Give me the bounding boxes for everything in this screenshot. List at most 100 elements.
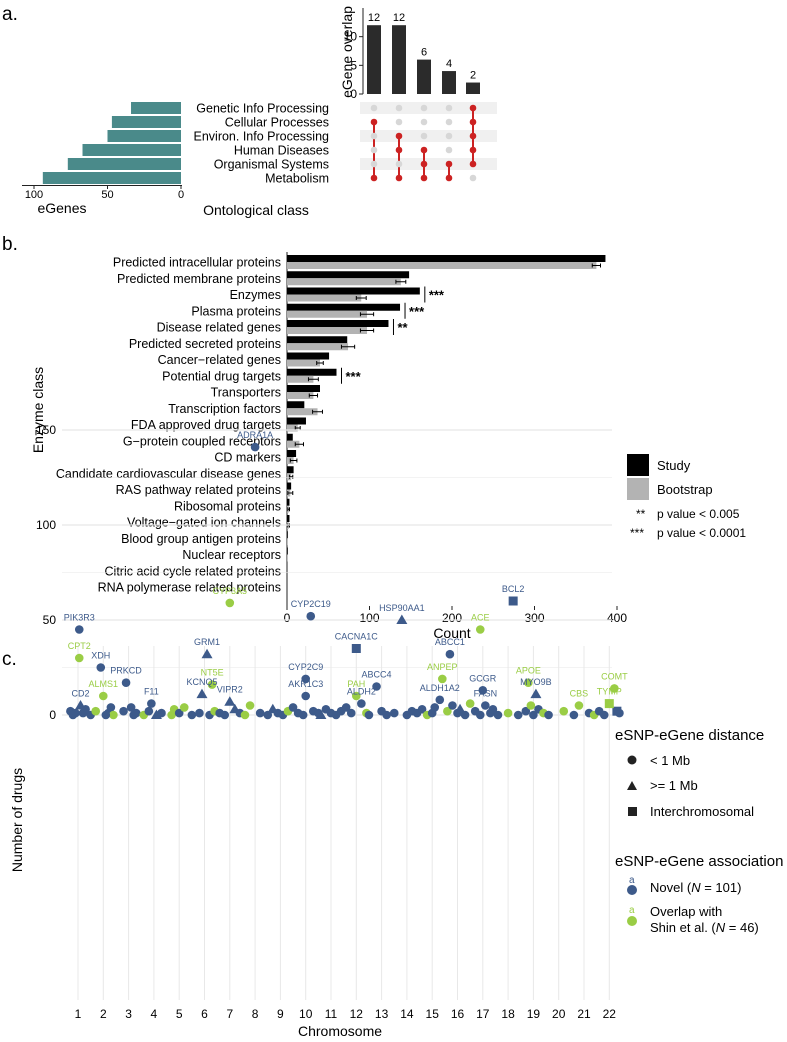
gene-label: CD2 — [72, 689, 90, 699]
legend-overlap-line2: Shin et al. (N = 46) — [650, 920, 759, 935]
bootstrap-bar — [287, 310, 368, 318]
scatter-point — [157, 708, 166, 718]
matrix-dot-active — [420, 146, 428, 154]
matrix-dot-active — [469, 160, 477, 168]
legend-distance-title: eSNP-eGene distance — [615, 727, 764, 744]
legend-overlap-line1: Overlap with — [650, 904, 722, 919]
legend-overlap-n: N — [716, 920, 726, 935]
scatter-point — [465, 699, 475, 708]
gene-label: APOE — [516, 666, 541, 676]
legend-sig2-symbol: ** — [636, 507, 646, 521]
upset-bar-label: 2 — [470, 70, 476, 82]
set-size-x-tick-label: 100 — [25, 189, 43, 201]
y-tick-label: 50 — [43, 613, 57, 627]
enzyme-class-label: G−protein coupled receptors — [123, 434, 281, 448]
matrix-dot-inactive — [395, 160, 403, 168]
bootstrap-bar — [287, 554, 288, 562]
study-bar — [287, 450, 297, 457]
count-x-axis-label: Count — [433, 625, 470, 641]
matrix-dot-active — [445, 160, 453, 168]
scatter-point — [106, 703, 116, 712]
x-tick-label: 8 — [252, 1007, 259, 1021]
labeled-scatter-point — [357, 699, 366, 708]
matrix-dot-inactive — [420, 118, 428, 126]
gene-label: MYO9B — [520, 677, 552, 687]
bootstrap-bar — [287, 424, 298, 432]
study-bar — [287, 433, 293, 441]
labeled-scatter-point — [574, 701, 584, 710]
matrix-dot-inactive — [395, 104, 403, 112]
matrix-dot-inactive — [395, 118, 403, 126]
gene-label: PAH — [347, 679, 365, 689]
enzyme-x-tick-label: 400 — [607, 611, 627, 625]
legend-triangle-shape — [627, 781, 637, 790]
scatter-point — [529, 710, 538, 720]
significance-marker: *** — [346, 369, 362, 384]
set-size-x-axis-label: eGenes — [37, 200, 86, 216]
labeled-scatter-point — [99, 691, 108, 701]
ontology-class-label: Cellular Processes — [225, 116, 329, 130]
labeled-scatter-point — [207, 680, 217, 689]
x-tick-label: 4 — [151, 1007, 158, 1021]
study-bar — [287, 466, 294, 474]
scatter-point — [612, 706, 622, 716]
bootstrap-bar — [287, 359, 320, 367]
enzyme-x-tick-label: 300 — [524, 611, 544, 625]
scatter-point — [493, 710, 503, 720]
matrix-dot-active — [395, 174, 403, 182]
bootstrap-bar — [287, 440, 300, 448]
matrix-dot-active — [395, 132, 403, 140]
gene-label: ABCC1 — [435, 637, 465, 647]
scatter-point — [559, 706, 569, 716]
set-size-bar-chart: eGenes Ontological class 100 50 0 — [22, 102, 309, 218]
upset-bar — [367, 25, 381, 95]
upset-bar-chart: eGene overlap 0 5 10 12 12 6 4 2 — [339, 6, 480, 101]
gene-label: ALDH2 — [347, 687, 376, 697]
labeled-scatter-point — [196, 688, 208, 699]
labeled-scatter-point — [224, 696, 236, 706]
scatter-point — [382, 710, 391, 720]
gene-label: PIK3R3 — [64, 613, 95, 623]
x-tick-label: 17 — [476, 1007, 490, 1021]
significance-marker: ** — [397, 320, 408, 335]
x-tick-label: 15 — [426, 1007, 440, 1021]
scatter-point — [475, 710, 485, 720]
enzyme-class-label: Disease related genes — [157, 321, 281, 335]
set-size-x-tick-label: 50 — [101, 189, 113, 201]
x-tick-label: 13 — [375, 1007, 389, 1021]
scatter-point — [91, 706, 101, 716]
panel-label-a: a. — [2, 4, 18, 25]
legend-sig3-text: p value < 0.0001 — [657, 526, 746, 540]
x-tick-label: 14 — [400, 1007, 414, 1021]
x-tick-label: 7 — [226, 1007, 233, 1021]
bootstrap-bar — [287, 392, 314, 399]
matrix-dot-active — [445, 174, 453, 182]
enzyme-class-label: RAS pathway related proteins — [116, 483, 281, 497]
legend-bootstrap-label: Bootstrap — [657, 482, 713, 497]
legend-overlap-prefix: Shin et al. ( — [650, 920, 716, 935]
scatter-point — [144, 706, 154, 716]
upset-bar — [466, 82, 480, 94]
scatter-point — [126, 703, 136, 712]
gene-label: ABCC4 — [362, 670, 392, 680]
upset-bar — [417, 59, 431, 94]
matrix-row-stripe — [360, 102, 497, 114]
enzyme-class-label: Cancer−related genes — [158, 353, 281, 367]
enzyme-class-label: Plasma proteins — [191, 304, 281, 318]
upset-bar-label: 12 — [393, 12, 405, 24]
labeled-scatter-point — [475, 625, 485, 634]
legend-overlap-key-letter: a — [629, 905, 635, 916]
scatter-point — [288, 703, 298, 712]
scatter-point — [460, 710, 470, 720]
labeled-scatter-point — [74, 625, 84, 634]
legend-ge1-label: >= 1 Mb — [650, 778, 698, 793]
set-size-bar — [111, 116, 181, 128]
legend-lt1-label: < 1 Mb — [650, 753, 690, 768]
scatter-point — [109, 710, 118, 720]
matrix-dot-active — [395, 146, 403, 154]
enzyme-class-label: Transporters — [211, 386, 281, 400]
labeled-scatter-point — [147, 699, 156, 708]
labeled-scatter-point — [396, 614, 408, 624]
legend-novel-label: Novel (N = 101) — [650, 880, 741, 895]
